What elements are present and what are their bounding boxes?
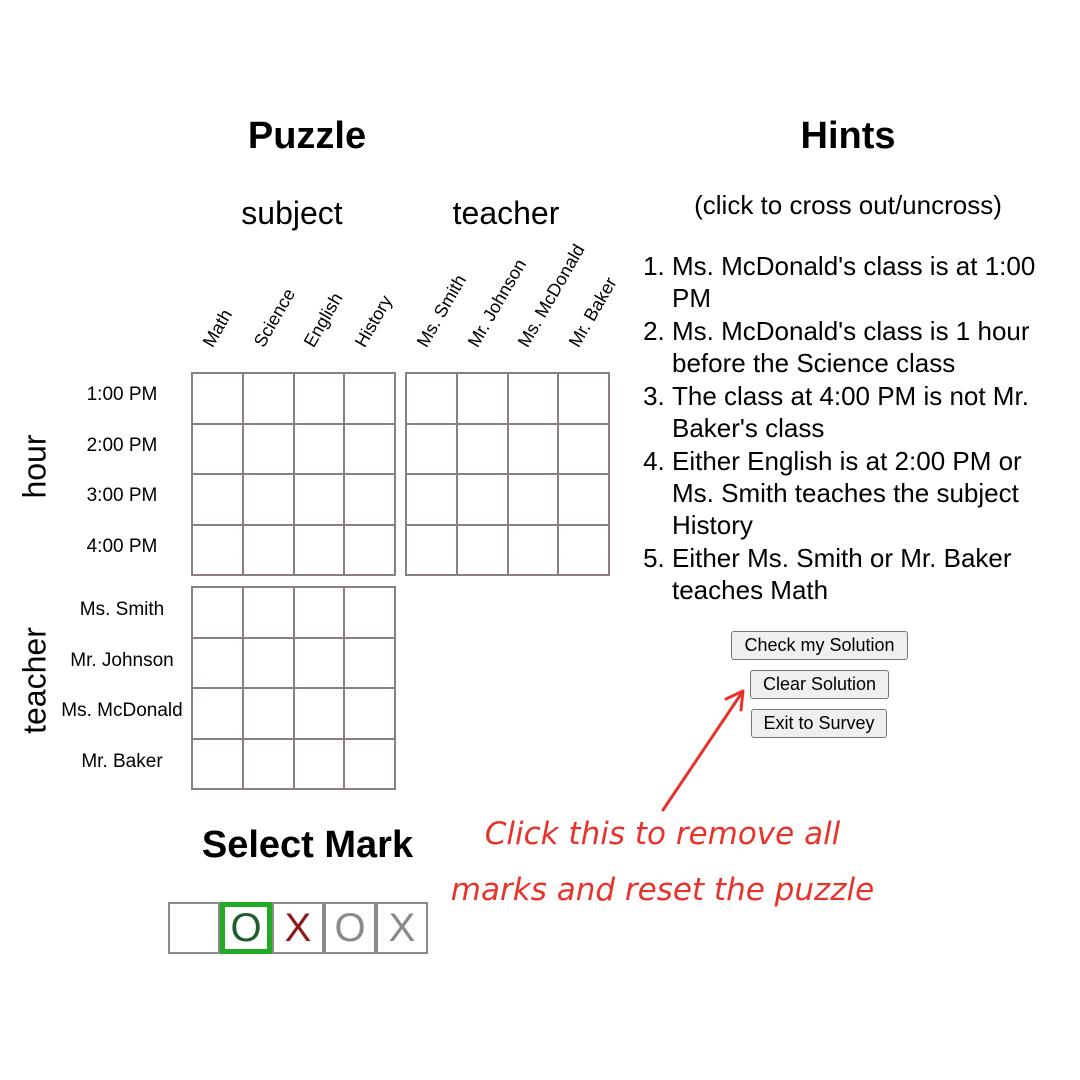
annotation-text: Click this to remove all marks and reset…: [440, 806, 885, 918]
grid-cell[interactable]: [507, 524, 559, 575]
hint-item[interactable]: Ms. McDonald's class is 1 hour before th…: [672, 315, 1058, 379]
hour-teacher-grid: [405, 372, 610, 576]
hint-item[interactable]: Ms. McDonald's class is at 1:00 PM: [672, 250, 1058, 314]
grid-cell[interactable]: [242, 373, 294, 424]
grid-cell[interactable]: [344, 688, 395, 739]
mark-option[interactable]: X: [272, 902, 324, 954]
grid-cell[interactable]: [293, 474, 345, 525]
grid-cell[interactable]: [293, 738, 345, 789]
grid-cell[interactable]: [192, 587, 243, 638]
grid-cell[interactable]: [242, 474, 294, 525]
hour-row-label: 3:00 PM: [86, 485, 158, 506]
grid-cell[interactable]: [558, 373, 609, 424]
grid-cell[interactable]: [192, 524, 243, 575]
grid-cell[interactable]: [558, 474, 609, 525]
teacher-col-label: Mr. Baker: [564, 273, 621, 351]
grid-cell[interactable]: [558, 524, 609, 575]
teacher-group-label: teacher: [452, 195, 560, 231]
grid-cell[interactable]: [242, 524, 294, 575]
grid-cell[interactable]: [293, 373, 345, 424]
grid-cell[interactable]: [507, 474, 559, 525]
annotation-line-1: Click this to remove all: [484, 816, 841, 852]
grid-cell[interactable]: [293, 524, 345, 575]
grid-cell[interactable]: [242, 688, 294, 739]
teacher-row-label: Mr. Johnson: [70, 649, 174, 671]
check-solution-button[interactable]: Check my Solution: [731, 631, 908, 660]
mark-option[interactable]: [168, 902, 220, 954]
subject-col-label: Math: [198, 305, 237, 351]
grid-cell[interactable]: [192, 373, 243, 424]
grid-cell[interactable]: [456, 423, 508, 474]
puzzle-title: Puzzle: [247, 115, 367, 157]
grid-cell[interactable]: [456, 373, 508, 424]
teacher-row-label: Ms. Smith: [79, 599, 165, 620]
grid-cell[interactable]: [406, 524, 457, 575]
grid-cell[interactable]: [192, 688, 243, 739]
hints-title: Hints: [800, 115, 896, 157]
grid-cell[interactable]: [344, 423, 395, 474]
subject-col-label: Science: [249, 285, 299, 351]
mark-option[interactable]: O: [220, 902, 272, 954]
subject-col-label: History: [350, 291, 396, 351]
grid-cell[interactable]: [192, 738, 243, 789]
grid-cell[interactable]: [406, 474, 457, 525]
select-mark-title: Select Mark: [201, 824, 414, 866]
grid-cell[interactable]: [293, 587, 345, 638]
hour-row-label: 4:00 PM: [86, 535, 158, 557]
grid-cell[interactable]: [192, 637, 243, 688]
mark-option[interactable]: O: [324, 902, 376, 954]
grid-cell[interactable]: [344, 524, 395, 575]
teacher-axis-label: teacher: [16, 627, 53, 734]
grid-cell[interactable]: [242, 738, 294, 789]
teacher-row-label: Mr. Baker: [81, 750, 163, 772]
grid-cell[interactable]: [456, 524, 508, 575]
teacher-subject-grid: [191, 586, 396, 790]
hints-subtitle: (click to cross out/uncross): [694, 190, 1002, 220]
grid-cell[interactable]: [192, 474, 243, 525]
grid-cell[interactable]: [344, 637, 395, 688]
grid-cell[interactable]: [192, 423, 243, 474]
exit-survey-button[interactable]: Exit to Survey: [751, 709, 887, 738]
mark-option[interactable]: X: [376, 902, 428, 954]
subject-col-label: English: [299, 289, 347, 351]
hour-axis-label: hour: [16, 434, 53, 499]
grid-cell[interactable]: [558, 423, 609, 474]
grid-cell[interactable]: [406, 423, 457, 474]
annotation-line-2: marks and reset the puzzle: [450, 872, 875, 908]
hour-row-label: 2:00 PM: [86, 434, 158, 456]
hour-row-label: 1:00 PM: [86, 384, 158, 405]
grid-cell[interactable]: [456, 474, 508, 525]
grid-cell[interactable]: [344, 587, 395, 638]
hint-item[interactable]: Either Ms. Smith or Mr. Baker teaches Ma…: [672, 542, 1058, 606]
grid-cell[interactable]: [293, 688, 345, 739]
grid-cell[interactable]: [242, 587, 294, 638]
grid-cell[interactable]: [293, 637, 345, 688]
grid-cell[interactable]: [507, 423, 559, 474]
teacher-col-label: Ms. Smith: [412, 271, 471, 351]
hint-item[interactable]: The class at 4:00 PM is not Mr. Baker's …: [672, 380, 1058, 444]
subject-group-label: subject: [241, 195, 343, 231]
teacher-row-label: Ms. McDonald: [61, 700, 183, 721]
grid-cell[interactable]: [344, 738, 395, 789]
hour-subject-grid: [191, 372, 396, 576]
hint-item[interactable]: Either English is at 2:00 PM or Ms. Smit…: [672, 445, 1058, 541]
grid-cell[interactable]: [344, 474, 395, 525]
grid-cell[interactable]: [406, 373, 457, 424]
grid-cell[interactable]: [344, 373, 395, 424]
clear-solution-button[interactable]: Clear Solution: [750, 670, 889, 699]
grid-cell[interactable]: [242, 637, 294, 688]
grid-cell[interactable]: [293, 423, 345, 474]
grid-cell[interactable]: [242, 423, 294, 474]
grid-cell[interactable]: [507, 373, 559, 424]
